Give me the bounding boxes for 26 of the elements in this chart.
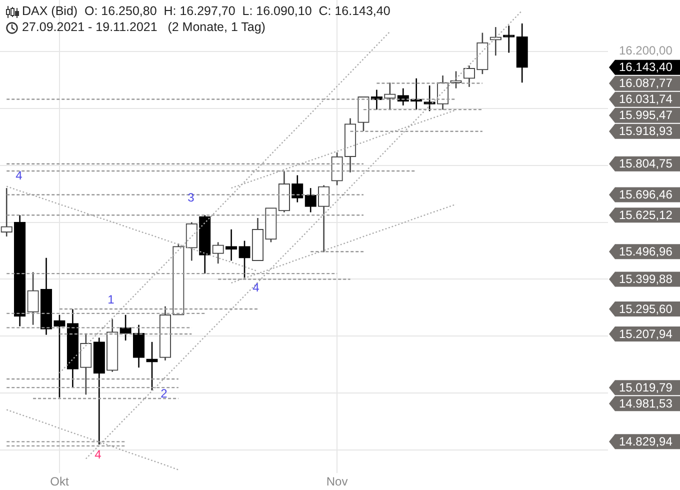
annotation: 4	[16, 168, 23, 182]
text: 27.09.2021 - 19.11.2021 (2 Monate, 1 Tag)	[22, 20, 266, 35]
y-tick-label: 15.019,79	[619, 380, 673, 394]
y-tick-label: 15.295,60	[619, 302, 673, 316]
y-tick-label: 15.995,47	[619, 108, 673, 122]
chart-title: DAX (Bid) O: 16.250,80 H: 16.297,70 L: 16.090,10 C: 16.143,40	[22, 4, 390, 19]
y-tick-label: 14.829,94	[619, 434, 673, 448]
y-tick-label: 15.625,12	[619, 208, 673, 222]
x-tick-label: Nov	[326, 474, 348, 489]
y-tick-label: 15.207,94	[619, 326, 673, 341]
y-tick-label: 16.200,00	[619, 44, 673, 58]
annotation: 1	[108, 292, 115, 306]
y-tick-label: 16.143,40	[619, 60, 673, 74]
y-tick-label: 15.696,46	[619, 188, 673, 202]
y-tick-label: 15.496,96	[619, 244, 673, 258]
y-tick-label: 15.804,75	[619, 156, 673, 171]
annotation: 3	[188, 190, 195, 204]
y-tick-label: 16.087,77	[619, 76, 673, 90]
y-tick-label: 14.981,53	[619, 396, 673, 410]
annotation: 4	[252, 280, 260, 294]
y-tick-label: 15.918,93	[619, 124, 673, 138]
annotation: 2	[160, 386, 168, 400]
y-tick-label: 15.399,88	[619, 272, 673, 286]
annotation: 4	[94, 447, 102, 462]
y-tick-label: 16.031,74	[619, 92, 673, 106]
x-tick-label: Okt	[50, 474, 70, 489]
